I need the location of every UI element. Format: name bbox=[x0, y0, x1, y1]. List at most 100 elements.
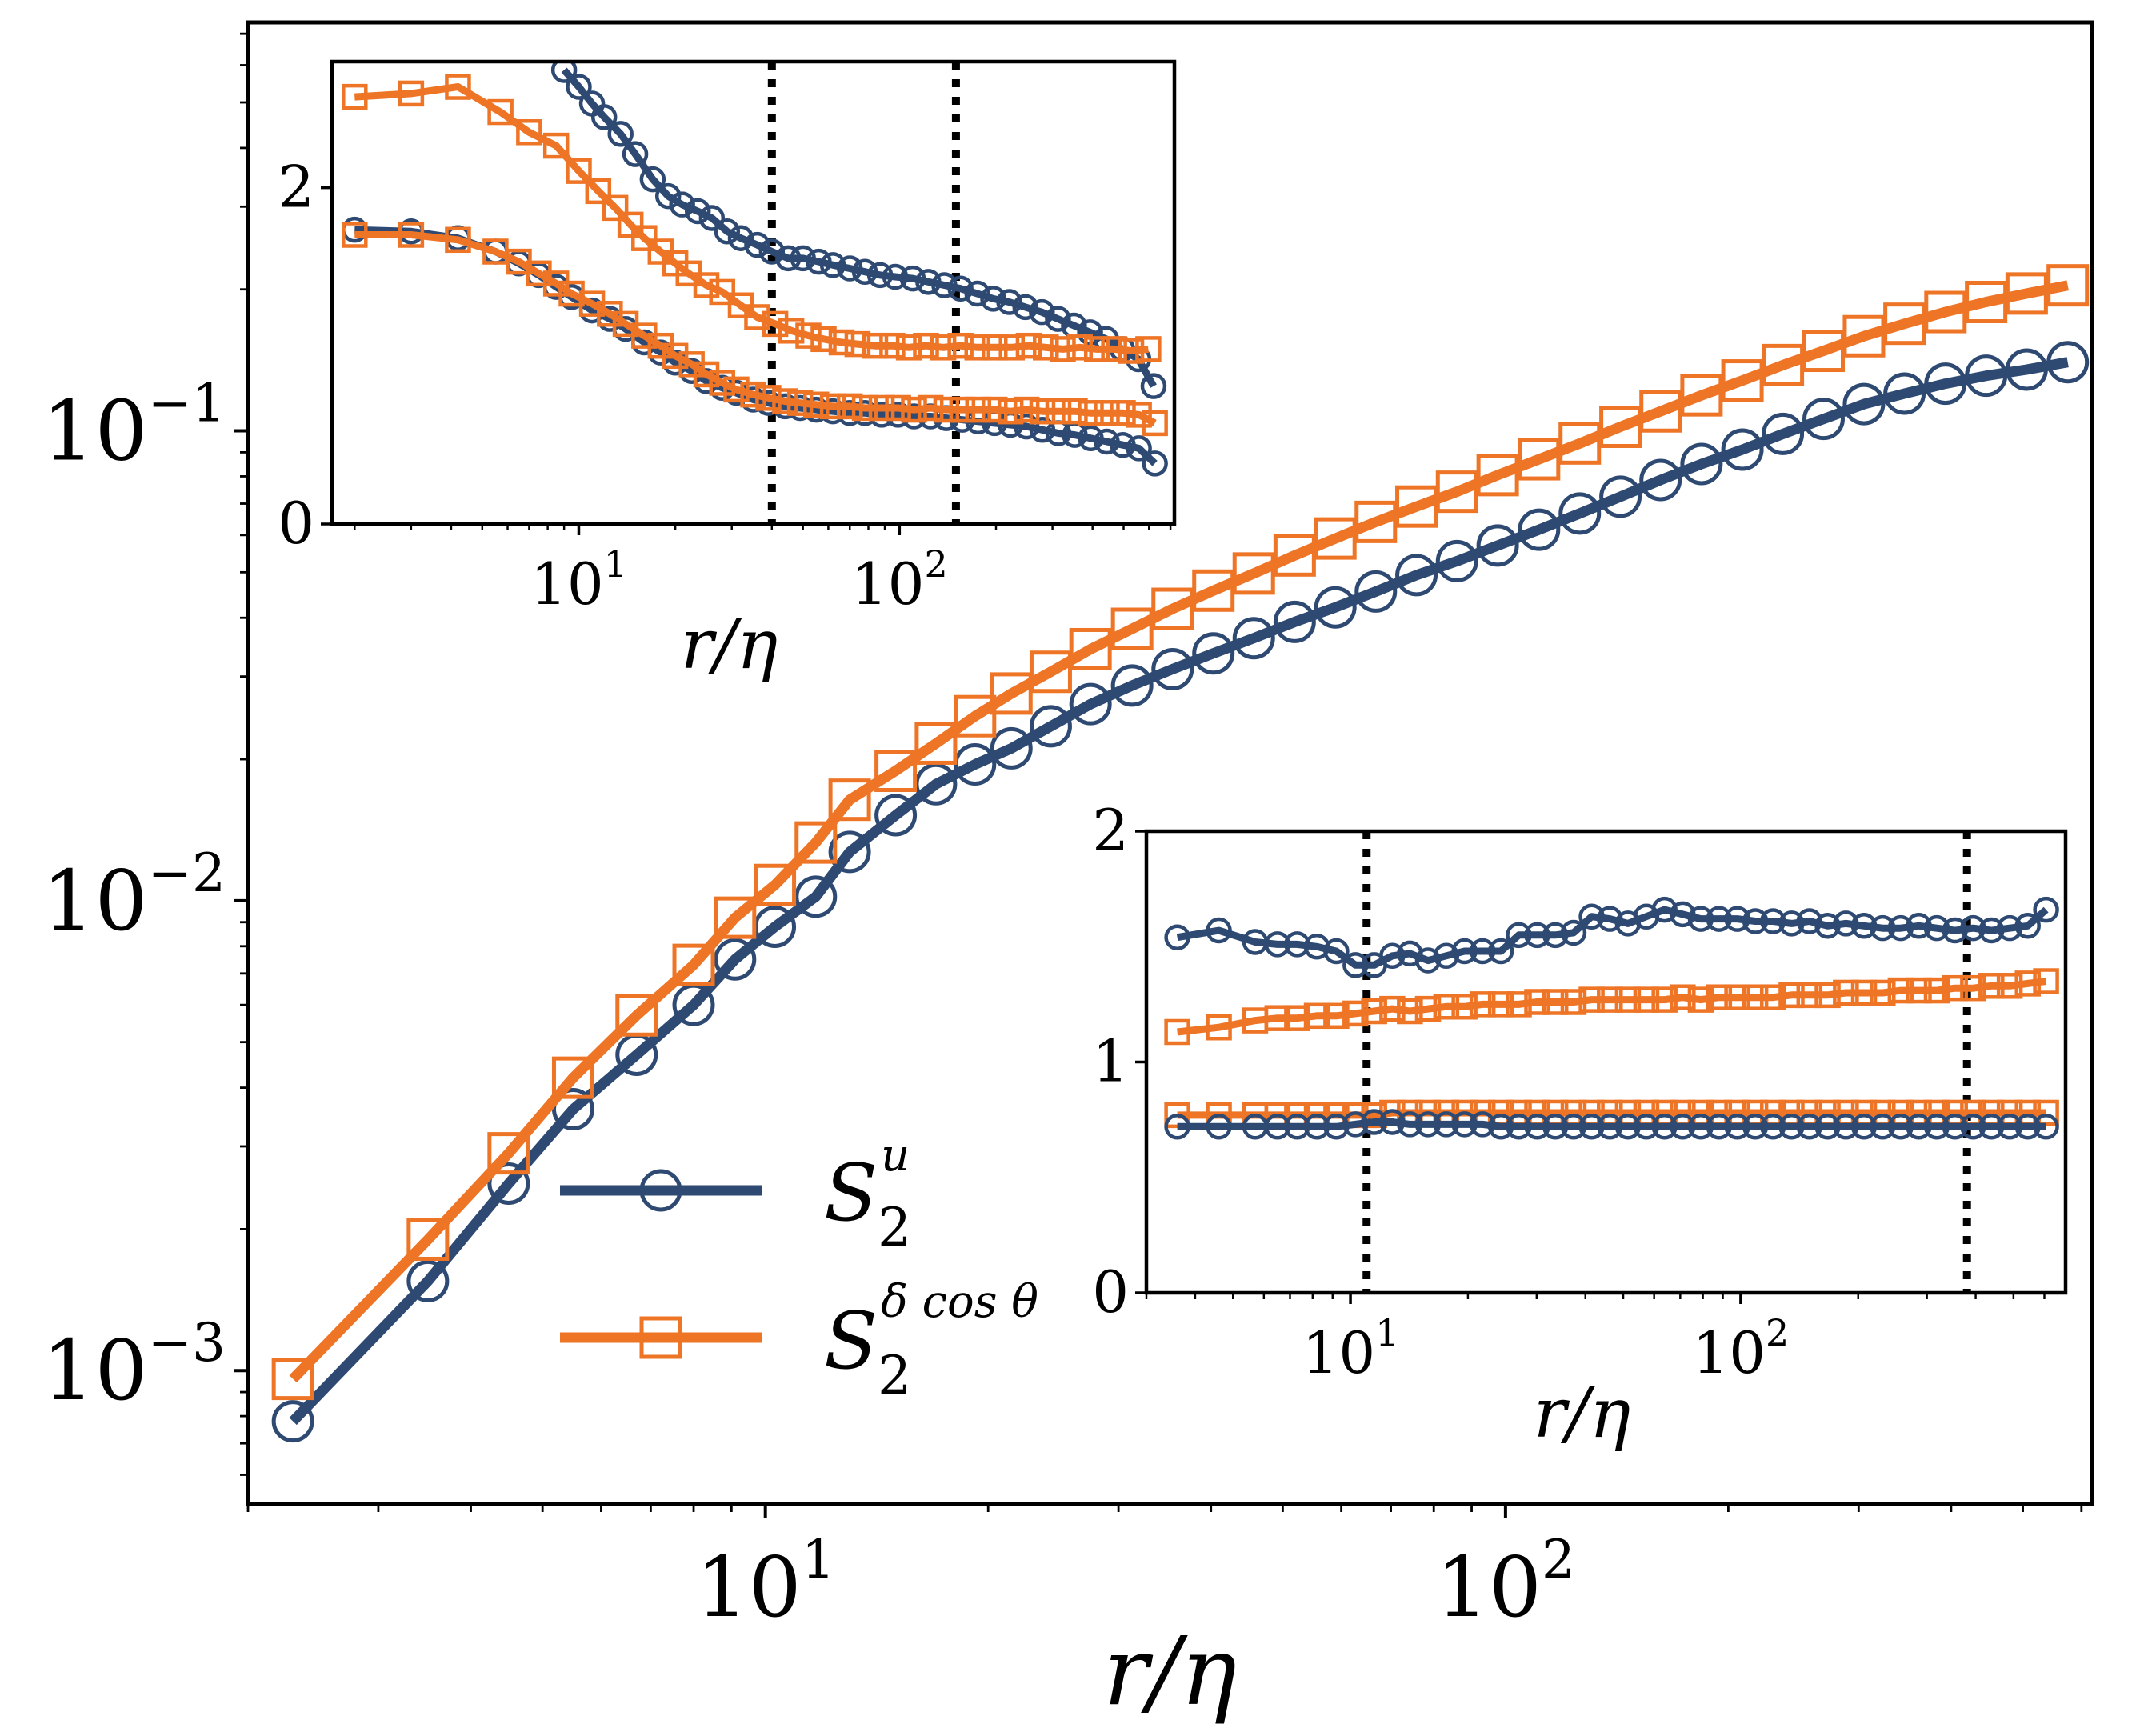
inset2-point-S2u-lower-0 bbox=[1164, 1114, 1190, 1140]
inset1-point-S2dcos-lower-34 bbox=[997, 398, 1024, 425]
main-point-S2dcos-35 bbox=[1883, 302, 1926, 346]
inset1-point-S2dcos-lower-31 bbox=[949, 396, 976, 423]
inset1-point-S2u-upper-19 bbox=[836, 255, 863, 282]
inset2-point-S2u-upper-31 bbox=[1778, 910, 1805, 937]
inset1-point-S2dcos-upper-9 bbox=[617, 211, 644, 238]
main-point-S2dcos-13 bbox=[990, 672, 1033, 715]
inset2-point-S2u-lower-23 bbox=[1633, 1114, 1660, 1140]
inset2-point-S2u-upper-11 bbox=[1414, 947, 1442, 974]
inset2-y-tick-label-0: 0 bbox=[1092, 1258, 1129, 1326]
inset2-point-S2u-lower-13 bbox=[1451, 1111, 1478, 1138]
inset1-point-S2u-upper-6 bbox=[639, 166, 666, 193]
inset1-x-tick-label-1: 102 bbox=[851, 542, 948, 618]
main-point-S2u-33 bbox=[1802, 398, 1845, 441]
inset1-point-S2dcos-upper-0 bbox=[342, 83, 368, 110]
inset2-plot-background bbox=[1146, 831, 2066, 1293]
inset1-point-S2dcos-lower-32 bbox=[965, 396, 991, 423]
inset2-point-S2u-lower-36 bbox=[1870, 1114, 1896, 1140]
main-point-S2u-18 bbox=[1192, 632, 1235, 675]
inset2-point-S2u-lower-16 bbox=[1506, 1114, 1532, 1140]
inset1-point-S2dcos-upper-20 bbox=[795, 322, 822, 349]
inset2-point-S2dcos-upper-22 bbox=[1614, 986, 1642, 1013]
inset1-point-S2u-upper-26 bbox=[947, 275, 974, 302]
inset1-point-S2dcos-lower-23 bbox=[819, 393, 846, 420]
main-point-S2dcos-10 bbox=[874, 749, 918, 792]
inset1-point-S2dcos-upper-4 bbox=[516, 119, 542, 146]
inset1-point-S2u-lower-41 bbox=[1110, 431, 1136, 458]
inset2-point-S2u-upper-25 bbox=[1670, 901, 1696, 928]
inset2-point-S2dcos-upper-28 bbox=[1724, 984, 1750, 1010]
main-point-S2u-2 bbox=[487, 1162, 530, 1205]
inset1-point-S2u-upper-21 bbox=[866, 262, 894, 289]
inset1-point-S2dcos-lower-30 bbox=[933, 396, 960, 423]
inset2-point-S2u-upper-40 bbox=[1942, 917, 1968, 944]
inset2-point-S2dcos-upper-40 bbox=[1942, 974, 1968, 1002]
main-x-axis-label: r/η bbox=[1103, 1616, 1237, 1726]
inset1-point-S2dcos-lower-42 bbox=[1126, 402, 1152, 428]
inset1-point-S2dcos-upper-5 bbox=[542, 132, 570, 159]
main-point-S2u-34 bbox=[1842, 382, 1886, 426]
inset2-point-S2u-lower-22 bbox=[1614, 1114, 1642, 1140]
inset1-point-S2dcos-lower-40 bbox=[1094, 400, 1120, 426]
inset1-point-S2u-upper-0 bbox=[550, 62, 578, 83]
main-point-S2u-37 bbox=[1965, 354, 2008, 398]
inset2-point-S2u-upper-29 bbox=[1742, 908, 1769, 934]
inset1-point-S2dcos-upper-29 bbox=[947, 332, 974, 359]
inset2-plot-area bbox=[1164, 896, 2059, 1140]
main-x-tick-label-0: 101 bbox=[696, 1529, 835, 1636]
inset1-point-S2dcos-upper-32 bbox=[998, 334, 1025, 361]
inset2-point-S2u-upper-28 bbox=[1724, 906, 1750, 932]
main-point-S2dcos-39 bbox=[2046, 264, 2090, 307]
inset2-point-S2u-upper-20 bbox=[1578, 903, 1605, 930]
inset1-point-S2dcos-upper-36 bbox=[1066, 334, 1093, 361]
inset2-point-S2dcos-upper-18 bbox=[1542, 989, 1569, 1015]
inset2-point-S2dcos-upper-36 bbox=[1870, 979, 1896, 1006]
inset2-point-S2dcos-upper-19 bbox=[1560, 989, 1587, 1015]
inset1-plot-area bbox=[342, 62, 1168, 477]
inset1-point-S2dcos-lower-21 bbox=[786, 390, 814, 416]
main-point-S2u-39 bbox=[2046, 341, 2090, 384]
inset2-point-S2dcos-upper-35 bbox=[1850, 979, 1878, 1006]
inset2-y-tick-label-2: 2 bbox=[1092, 797, 1129, 864]
inset2-point-S2u-lower-30 bbox=[1760, 1114, 1786, 1140]
inset1-point-S2dcos-lower-19 bbox=[755, 385, 782, 411]
inset2-x-tick-label-1: 102 bbox=[1692, 1311, 1789, 1386]
main-point-S2dcos-17 bbox=[1151, 587, 1194, 630]
main-point-S2dcos-11 bbox=[914, 722, 958, 765]
main-point-S2dcos-24 bbox=[1435, 470, 1478, 514]
inset1-point-S2dcos-upper-39 bbox=[1118, 338, 1145, 364]
inset2-point-S2u-upper-43 bbox=[1996, 914, 2023, 942]
main-point-S2u-16 bbox=[1110, 664, 1154, 707]
inset2-point-S2u-lower-41 bbox=[1960, 1114, 1986, 1140]
inset1-point-S2dcos-upper-26 bbox=[895, 334, 922, 361]
inset2-point-S2u-upper-1 bbox=[1206, 917, 1232, 944]
main-frame bbox=[246, 20, 2094, 1506]
inset1-point-S2dcos-upper-17 bbox=[744, 304, 770, 330]
inset1-x-axis-label: r/η bbox=[681, 605, 778, 685]
inset1-point-S2u-upper-25 bbox=[931, 272, 958, 298]
inset2-point-S2u-lower-19 bbox=[1560, 1114, 1587, 1140]
inset1-point-S2dcos-upper-21 bbox=[810, 326, 837, 353]
inset1-point-S2dcos-upper-7 bbox=[585, 178, 612, 205]
inset1-point-S2u-upper-13 bbox=[744, 231, 770, 258]
inset1-point-S2u-upper-23 bbox=[899, 265, 926, 292]
inset1-point-S2u-lower-35 bbox=[1013, 413, 1040, 440]
main-point-S2dcos-1 bbox=[406, 1218, 450, 1261]
main-point-S2dcos-34 bbox=[1842, 314, 1886, 358]
inset2-point-S2dcos-upper-8 bbox=[1361, 998, 1387, 1025]
inset2-point-S2dcos-upper-27 bbox=[1706, 984, 1733, 1010]
inset2-point-S2dcos-upper-41 bbox=[1960, 974, 1986, 1002]
inset1-point-S2u-upper-30 bbox=[1012, 294, 1038, 321]
inset2-point-S2u-upper-33 bbox=[1814, 913, 1841, 939]
inset2-point-S2u-lower-11 bbox=[1414, 1111, 1442, 1138]
inset2-point-S2dcos-upper-24 bbox=[1651, 986, 1678, 1013]
inset2-point-S2u-lower-25 bbox=[1670, 1114, 1696, 1140]
inset1-point-S2u-upper-1 bbox=[566, 74, 592, 100]
legend-marker-s2dcos bbox=[639, 1316, 682, 1359]
main-plot-area bbox=[271, 264, 2090, 1443]
inset1-point-S2dcos-lower-13 bbox=[662, 342, 689, 370]
inset2-point-S2u-upper-14 bbox=[1469, 938, 1496, 965]
inset1-point-S2dcos-lower-1 bbox=[398, 222, 425, 248]
inset1-y-tick-label-0: 0 bbox=[278, 490, 314, 557]
inset2-point-S2dcos-upper-20 bbox=[1578, 986, 1605, 1013]
